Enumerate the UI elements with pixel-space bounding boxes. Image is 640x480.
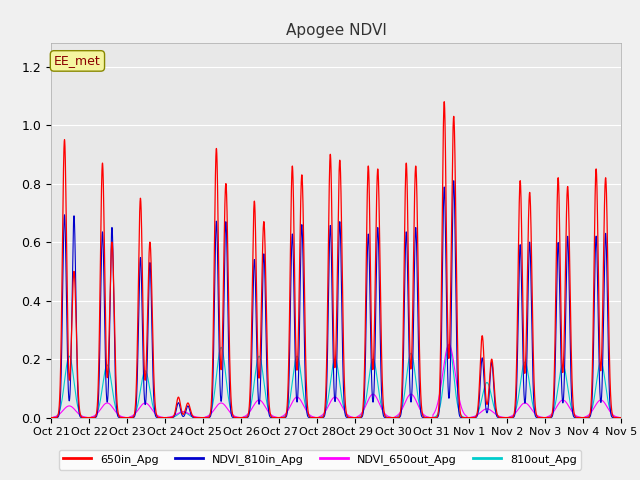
- Title: Apogee NDVI: Apogee NDVI: [285, 23, 387, 38]
- Legend: 650in_Apg, NDVI_810in_Apg, NDVI_650out_Apg, 810out_Apg: 650in_Apg, NDVI_810in_Apg, NDVI_650out_A…: [59, 450, 581, 469]
- Text: EE_met: EE_met: [54, 54, 100, 67]
